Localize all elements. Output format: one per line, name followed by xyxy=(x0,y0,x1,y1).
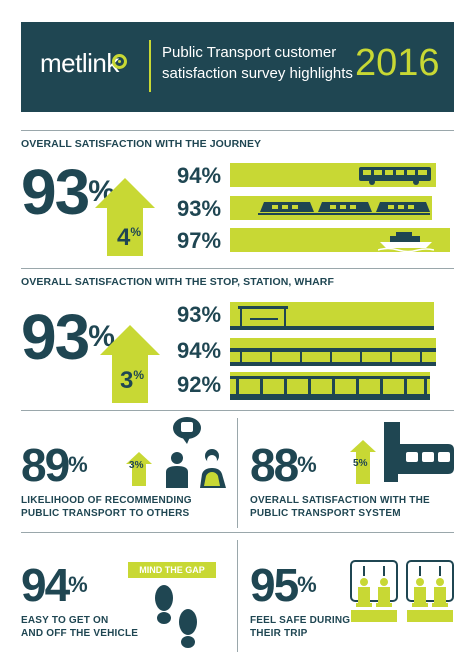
recommend-value: 89% xyxy=(21,439,88,491)
header-title: Public Transport customer satisfaction s… xyxy=(162,44,353,82)
metlink-logo: metlink xyxy=(40,48,119,78)
stop-increase-arrow-icon xyxy=(100,325,160,403)
section-divider xyxy=(21,410,454,411)
wharf-value: 92% xyxy=(177,372,222,397)
thumbs-up-icon xyxy=(384,422,454,482)
system-increase: 5% xyxy=(353,458,368,469)
stop-increase: 3% xyxy=(120,367,145,394)
system-caption: OVERALL SATISFACTION WITH THE PUBLIC TRAN… xyxy=(250,495,430,519)
bus-value: 94% xyxy=(177,163,222,188)
mind-the-gap-sign: MIND THE GAP xyxy=(128,562,216,578)
people-chatting-icon xyxy=(166,417,226,488)
station-icon xyxy=(230,348,436,366)
recommend-increase: 3% xyxy=(129,460,144,471)
header-banner xyxy=(21,22,454,112)
train-value: 93% xyxy=(177,196,222,221)
stop-overall: 93% xyxy=(21,301,115,373)
system-value: 88% xyxy=(250,439,317,491)
wharf-icon xyxy=(230,376,430,400)
column-divider xyxy=(237,540,238,652)
header-year: 2016 xyxy=(355,42,440,84)
journey-increase-arrow-icon xyxy=(95,178,155,256)
shelter-value: 93% xyxy=(177,302,222,327)
column-divider xyxy=(237,418,238,528)
recommend-increase-arrow-icon xyxy=(126,452,152,486)
passengers-icon xyxy=(350,560,454,622)
section-divider xyxy=(21,268,454,269)
footprints-icon xyxy=(155,585,197,648)
section-divider xyxy=(21,532,454,533)
journey-increase: 4% xyxy=(117,224,142,251)
system-increase-arrow-icon xyxy=(350,440,376,484)
safe-value: 95% xyxy=(250,559,317,611)
section-divider xyxy=(21,130,454,131)
easy-caption: EASY TO GET ON AND OFF THE VEHICLE xyxy=(21,615,139,639)
ferry-icon xyxy=(378,232,434,252)
safe-caption: FEEL SAFE DURING THEIR TRIP xyxy=(250,615,351,639)
header-divider xyxy=(149,40,151,92)
train-icon xyxy=(258,202,430,215)
ferry-value: 97% xyxy=(177,228,222,253)
bus-icon xyxy=(359,167,431,185)
recommend-caption: LIKELIHOOD OF RECOMMENDING PUBLIC TRANSPO… xyxy=(21,495,192,519)
easy-value: 94% xyxy=(21,559,88,611)
bus-shelter-icon xyxy=(230,306,434,330)
journey-title: OVERALL SATISFACTION WITH THE JOURNEY xyxy=(21,138,262,150)
stop-title: OVERALL SATISFACTION WITH THE STOP, STAT… xyxy=(21,276,335,288)
station-value: 94% xyxy=(177,338,222,363)
logo-ring-icon xyxy=(112,54,127,69)
journey-overall: 93% xyxy=(21,156,115,228)
